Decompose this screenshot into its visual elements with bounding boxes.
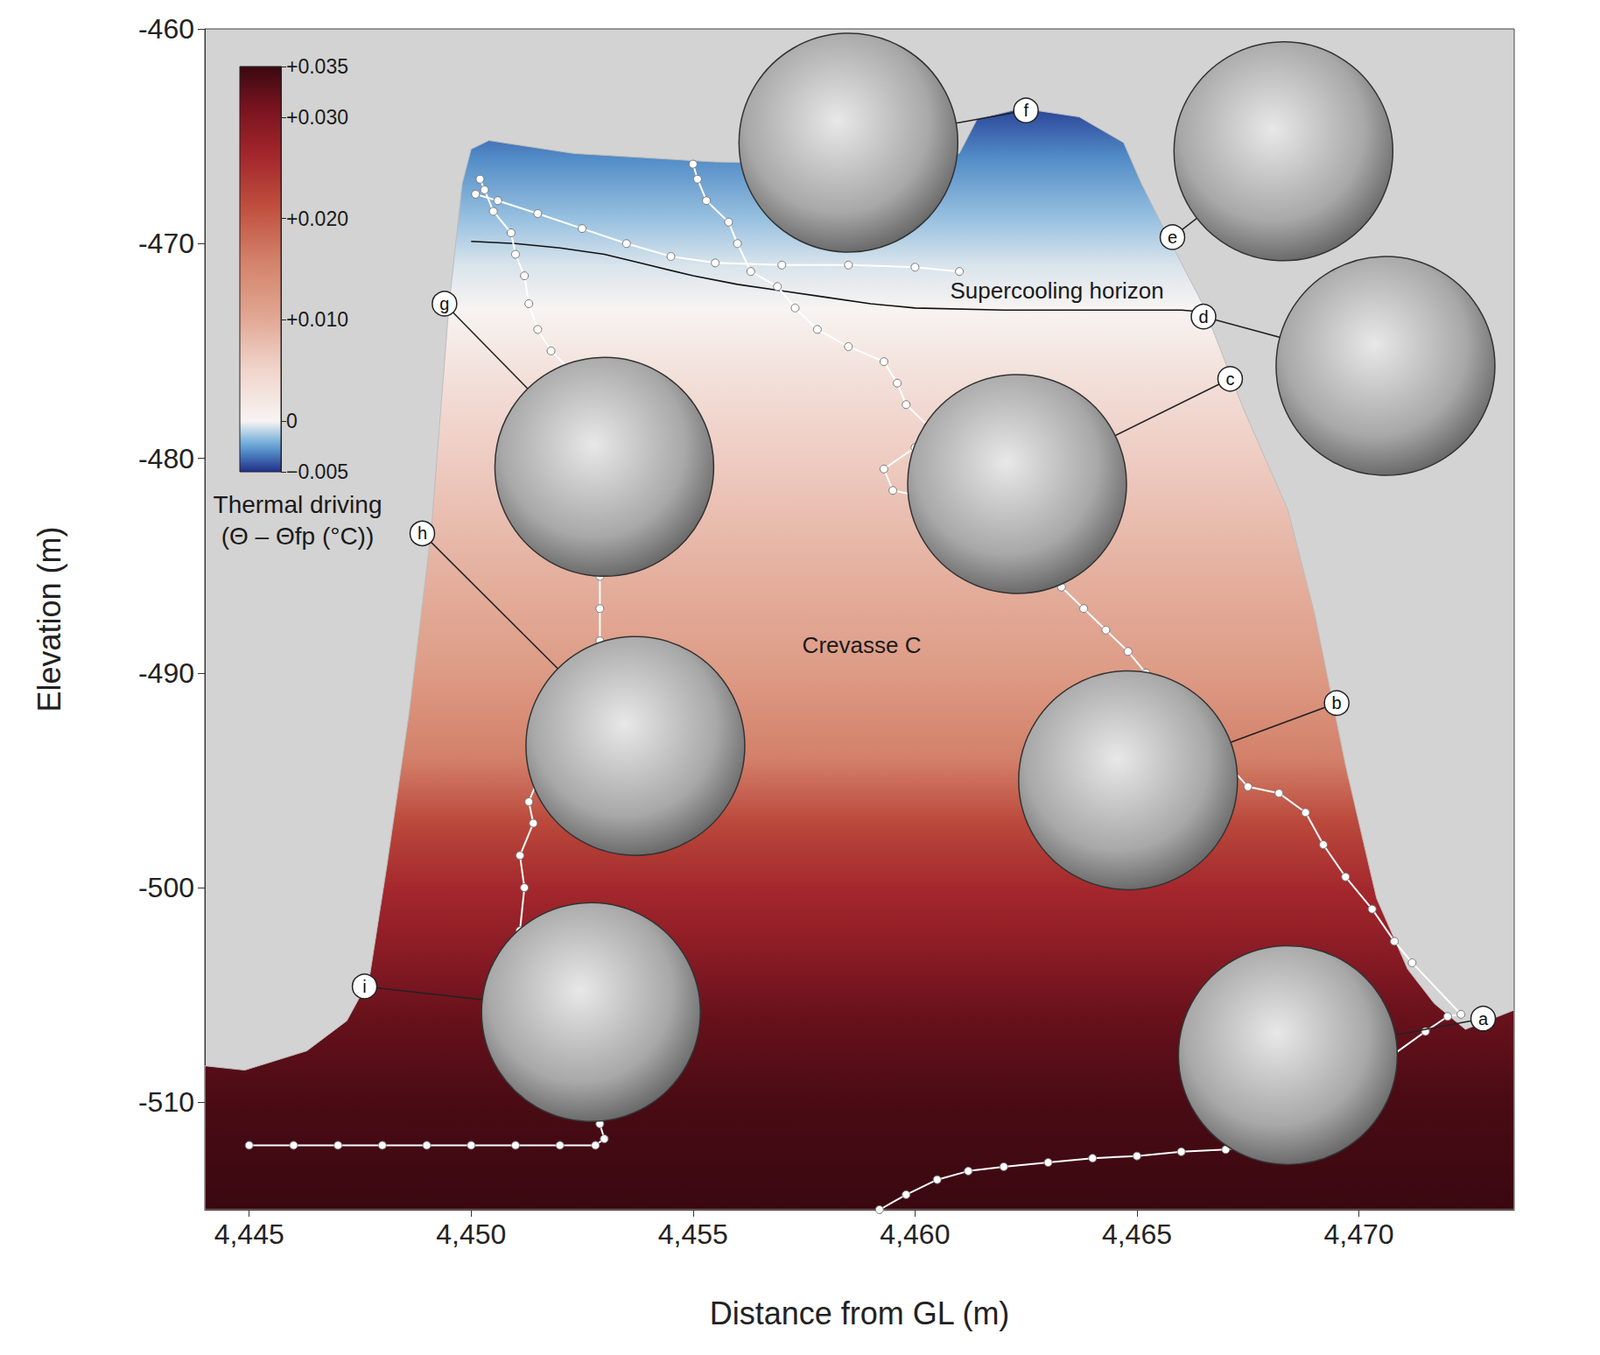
- svg-text:-500: -500: [138, 871, 195, 904]
- svg-text:+0.030: +0.030: [286, 105, 349, 129]
- svg-text:(Θ – Θfp (°C)): (Θ – Θfp (°C)): [221, 522, 375, 550]
- svg-text:4,465: 4,465: [1101, 1218, 1172, 1250]
- svg-text:-510: -510: [138, 1086, 195, 1118]
- svg-text:Crevasse C: Crevasse C: [802, 631, 922, 659]
- svg-text:Thermal driving: Thermal driving: [213, 491, 383, 519]
- svg-text:-460: -460: [138, 13, 195, 45]
- svg-text:4,460: 4,460: [879, 1218, 950, 1250]
- svg-text:h: h: [417, 523, 428, 543]
- svg-text:c: c: [1225, 369, 1235, 389]
- svg-text:0: 0: [286, 409, 298, 433]
- svg-text:d: d: [1198, 307, 1208, 327]
- svg-text:+0.020: +0.020: [286, 207, 349, 231]
- svg-text:4,455: 4,455: [658, 1218, 729, 1250]
- svg-text:-490: -490: [138, 657, 195, 689]
- svg-text:+0.010: +0.010: [286, 308, 349, 331]
- svg-text:4,445: 4,445: [214, 1218, 285, 1250]
- svg-text:−0.005: −0.005: [286, 460, 349, 484]
- svg-text:Supercooling horizon: Supercooling horizon: [950, 277, 1165, 304]
- svg-text:-480: -480: [138, 442, 195, 475]
- svg-text:4,450: 4,450: [435, 1218, 506, 1250]
- svg-text:4,470: 4,470: [1323, 1218, 1394, 1250]
- svg-text:a: a: [1478, 1009, 1489, 1029]
- svg-text:Distance from GL (m): Distance from GL (m): [709, 1295, 1011, 1332]
- svg-text:f: f: [1023, 100, 1029, 120]
- svg-text:+0.035: +0.035: [286, 55, 349, 78]
- svg-text:Elevation (m): Elevation (m): [31, 526, 68, 712]
- svg-text:b: b: [1332, 693, 1342, 713]
- svg-text:i: i: [362, 976, 366, 997]
- svg-text:-470: -470: [138, 227, 195, 260]
- svg-text:e: e: [1167, 227, 1178, 247]
- svg-text:g: g: [439, 294, 450, 314]
